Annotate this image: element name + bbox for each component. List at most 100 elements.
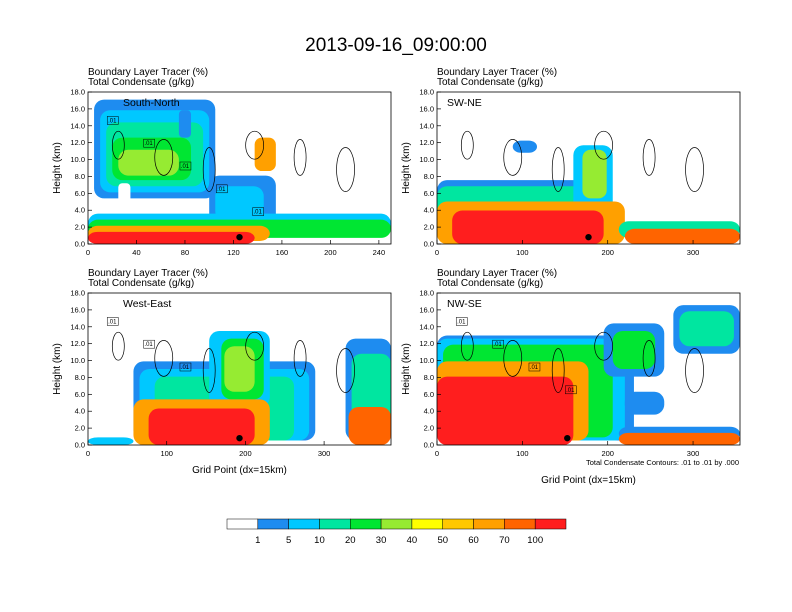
terrain-marker — [236, 434, 243, 442]
tracer-field-region — [224, 346, 255, 392]
y-tick-label: 6.0 — [424, 390, 434, 399]
colorbar-swatch — [319, 518, 351, 530]
contour-label-box — [179, 161, 192, 171]
x-axis-label: Grid Point (dx=15km) — [192, 465, 287, 476]
y-axis-label: Height (km) — [52, 142, 63, 194]
y-tick-label: 4.0 — [75, 206, 85, 215]
y-tick-label: 18.0 — [419, 289, 434, 298]
colorbar: 1 5 10 20 30 40 50 60 70 100 — [226, 518, 567, 546]
condensate-contour — [503, 340, 523, 377]
tracer-field-region — [452, 210, 604, 244]
tracer-field-region — [624, 391, 665, 415]
y-tick-label: 14.0 — [419, 322, 434, 331]
y-tick-label: 2.0 — [424, 424, 434, 433]
y-axis-label: Height (km) — [401, 343, 412, 395]
x-tick-label: 300 — [687, 248, 700, 257]
y-tick-label: 16.0 — [70, 104, 85, 113]
panel-subtitle-tracer: Boundary Layer Tracer (%) — [88, 67, 208, 78]
condensate-contour — [111, 130, 125, 160]
tracer-field-region — [215, 186, 264, 222]
colorbar-label: 100 — [527, 535, 543, 546]
colorbar-swatch — [504, 518, 536, 530]
y-tick-label: 10.0 — [70, 155, 85, 164]
panel-frame — [436, 91, 741, 245]
panel-label: South-North — [123, 97, 180, 109]
x-tick-label: 100 — [516, 248, 529, 257]
panel-subtitle-tracer: Boundary Layer Tracer (%) — [437, 67, 557, 78]
condensate-contour — [154, 340, 174, 377]
tracer-field-region — [582, 149, 607, 199]
contour-label: .01 — [530, 365, 539, 371]
panel-field — [437, 92, 740, 244]
y-tick-label: 6.0 — [75, 390, 85, 399]
condensate-contour — [202, 348, 216, 393]
y-tick-label: 0.0 — [424, 441, 434, 450]
panel-field — [88, 293, 391, 445]
x-tick-label: 40 — [132, 248, 140, 257]
panel-field — [437, 293, 740, 445]
colorbar-label: 40 — [407, 535, 418, 546]
condensate-contour — [293, 340, 307, 377]
colorbar-swatch — [380, 518, 413, 530]
panel-frame — [436, 292, 741, 446]
colorbar-label: 1 — [255, 535, 260, 546]
panel-frame — [87, 91, 392, 245]
contour-label: .01 — [181, 164, 190, 170]
x-tick-label: 120 — [227, 248, 240, 257]
panel-subtitle-condensate: Total Condensate (g/kg) — [88, 77, 194, 88]
panel-label: NW-SE — [447, 298, 482, 310]
x-tick-label: 160 — [276, 248, 289, 257]
y-tick-label: 6.0 — [75, 189, 85, 198]
condensate-contour — [154, 139, 174, 176]
y-tick-label: 0.0 — [75, 441, 85, 450]
condensate-contour — [460, 331, 474, 361]
y-tick-label: 14.0 — [70, 322, 85, 331]
colorbar-label: 30 — [376, 535, 387, 546]
y-tick-label: 12.0 — [70, 339, 85, 348]
contour-label: .01 — [108, 118, 117, 124]
terrain-marker — [585, 233, 592, 241]
tracer-field-region — [512, 140, 537, 153]
x-tick-label: 0 — [86, 248, 90, 257]
contour-label: .01 — [181, 365, 190, 371]
tracer-field-region — [348, 407, 391, 445]
colorbar-swatch — [473, 518, 505, 530]
tracer-field-region — [148, 408, 255, 445]
terrain-marker — [564, 434, 571, 442]
contour-label-box — [528, 362, 541, 372]
tracer-field-region — [437, 376, 574, 445]
contour-label: .01 — [108, 319, 117, 325]
contour-label: .01 — [217, 187, 226, 193]
panel-subtitle-condensate: Total Condensate (g/kg) — [437, 77, 543, 88]
y-tick-label: 8.0 — [75, 373, 85, 382]
colorbar-swatch — [226, 518, 259, 530]
contour-label-box — [455, 317, 468, 326]
y-tick-label: 6.0 — [424, 189, 434, 198]
colorbar-swatch — [442, 518, 474, 530]
contour-label-box — [492, 339, 504, 349]
contour-label-box — [143, 339, 155, 349]
y-tick-label: 14.0 — [419, 121, 434, 130]
condensate-contour — [336, 147, 355, 192]
tracer-field-region — [254, 137, 276, 172]
colorbar-swatch — [411, 518, 443, 530]
condensate-contour — [685, 348, 704, 393]
y-tick-label: 4.0 — [424, 206, 434, 215]
colorbar-label: 5 — [286, 535, 291, 546]
contour-label: .01 — [144, 342, 153, 348]
x-tick-label: 200 — [324, 248, 337, 257]
tracer-field-region — [88, 231, 255, 244]
condensate-contour — [551, 348, 565, 393]
colorbar-label: 20 — [345, 535, 356, 546]
tracer-field-region — [679, 311, 734, 347]
panel-subtitle-tracer: Boundary Layer Tracer (%) — [88, 268, 208, 279]
tracer-field-region — [612, 331, 656, 369]
tracer-field-region — [118, 149, 179, 176]
condensate-contour — [293, 139, 307, 176]
condensate-contour — [642, 139, 656, 176]
x-tick-label: 0 — [435, 449, 439, 458]
x-axis-label: Grid Point (dx=15km) — [541, 475, 636, 486]
y-tick-label: 16.0 — [419, 305, 434, 314]
condensate-contour — [245, 331, 264, 361]
panel-field — [88, 92, 391, 244]
